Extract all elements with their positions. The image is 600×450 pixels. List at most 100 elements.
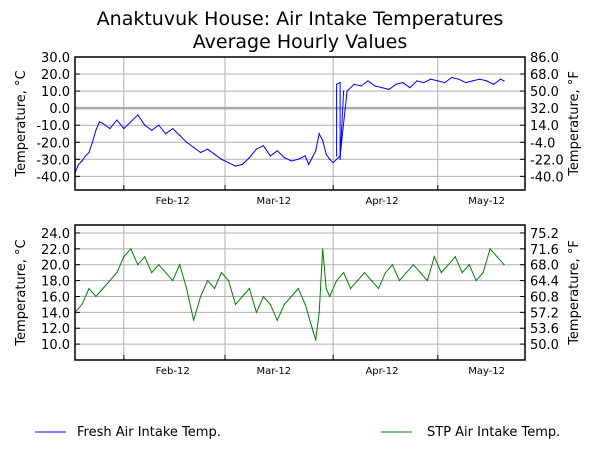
data-point <box>241 295 244 298</box>
y-tick-label-left: 22.0 <box>41 243 70 258</box>
data-point <box>304 155 306 157</box>
legend: Fresh Air Intake Temp. STP Air Intake Te… <box>35 425 560 440</box>
data-point <box>276 150 278 152</box>
data-point <box>398 279 401 282</box>
data-point <box>88 287 90 290</box>
x-tick-label: Feb-12 <box>156 366 190 377</box>
y-tick-label-right: 60.8 <box>530 290 559 305</box>
data-point <box>144 124 146 126</box>
data-point <box>116 119 118 121</box>
data-point <box>318 311 320 313</box>
data-point <box>276 319 278 321</box>
data-point <box>241 163 244 166</box>
x-tick-label: Apr-12 <box>365 196 398 207</box>
y-tick-label-left: 16.0 <box>41 290 70 305</box>
data-point <box>172 128 174 130</box>
data-point <box>269 155 271 157</box>
data-point <box>81 160 83 162</box>
y-tick-label-left: -30.0 <box>36 153 70 168</box>
data-point <box>77 163 80 166</box>
plot-frame <box>74 224 526 361</box>
legend-label-stp: STP Air Intake Temp. <box>427 425 560 440</box>
data-point <box>336 155 338 157</box>
data-point <box>269 303 271 306</box>
x-tick-label: Apr-12 <box>365 366 398 377</box>
data-point <box>109 128 111 130</box>
data-point <box>95 129 97 131</box>
data-point <box>486 80 488 82</box>
data-point <box>165 272 167 274</box>
data-point <box>454 256 456 258</box>
data-point <box>186 141 188 143</box>
data-point <box>430 78 432 80</box>
data-point <box>220 158 223 160</box>
data-point <box>255 311 257 313</box>
data-point <box>91 141 94 143</box>
y-tick-label-left: 24.0 <box>41 227 70 242</box>
data-point <box>98 121 101 123</box>
data-point <box>297 287 299 290</box>
data-point <box>384 272 387 274</box>
data-point <box>179 264 181 266</box>
data-point <box>172 279 174 282</box>
y-tick-label-right: 64.4 <box>530 275 559 290</box>
data-point <box>227 162 230 164</box>
data-point <box>377 287 380 290</box>
data-point <box>290 160 292 162</box>
data-point <box>179 134 181 137</box>
data-point <box>151 129 153 131</box>
data-point <box>248 287 251 290</box>
data-point <box>482 272 484 274</box>
data-point <box>283 157 285 159</box>
data-point <box>262 145 264 147</box>
data-point <box>206 279 209 282</box>
x-tick-label: May-12 <box>468 196 505 207</box>
y-tick-label-right: 32.0 <box>530 102 559 117</box>
data-point <box>496 256 498 258</box>
y-tick-label-right: 14.0 <box>530 119 559 134</box>
data-point <box>322 139 324 142</box>
data-point <box>360 85 362 87</box>
data-point <box>130 248 132 250</box>
data-point <box>479 78 481 80</box>
y-tick-label-right: 68.0 <box>530 259 559 274</box>
data-point <box>346 90 348 92</box>
data-point <box>318 133 320 135</box>
y-axis-label-left: Temperature, °C <box>14 239 29 346</box>
data-point <box>186 287 188 290</box>
data-point <box>447 264 449 266</box>
data-point <box>308 163 310 166</box>
y-tick-label-right: 50.0 <box>530 338 559 353</box>
data-point <box>130 121 132 123</box>
data-point <box>437 80 439 82</box>
data-point <box>405 272 407 274</box>
y-tick-label-left: 20.0 <box>41 68 70 83</box>
y-tick-label-left: 14.0 <box>41 306 70 321</box>
data-point <box>109 279 111 282</box>
y-tick-label-right: -22.0 <box>530 153 564 168</box>
data-point <box>322 248 324 250</box>
data-point <box>343 272 345 274</box>
data-point <box>325 287 327 290</box>
series-line <box>74 247 505 341</box>
data-point <box>332 162 334 164</box>
y-tick-label-left: 18.0 <box>41 275 70 290</box>
data-point <box>370 279 373 282</box>
data-point <box>423 81 425 84</box>
y-tick-label-left: 30.0 <box>41 51 70 66</box>
y-tick-label-left: 12.0 <box>41 322 70 337</box>
data-point <box>451 76 453 79</box>
data-point <box>220 272 223 274</box>
data-point <box>206 148 209 150</box>
data-point <box>297 158 299 160</box>
data-point <box>472 80 474 82</box>
data-point <box>283 303 285 306</box>
chart-title-line2: Average Hourly Values <box>193 31 407 53</box>
y-tick-label-left: -40.0 <box>36 170 70 185</box>
data-point <box>412 264 414 266</box>
legend-label-fresh: Fresh Air Intake Temp. <box>77 425 221 440</box>
data-point <box>409 87 411 89</box>
top-chart: 30.0 20.0 10.0 0.0 -10.0 -20.0 -30.0 -40.0 86.0 6… <box>14 51 582 207</box>
data-point <box>304 303 306 306</box>
